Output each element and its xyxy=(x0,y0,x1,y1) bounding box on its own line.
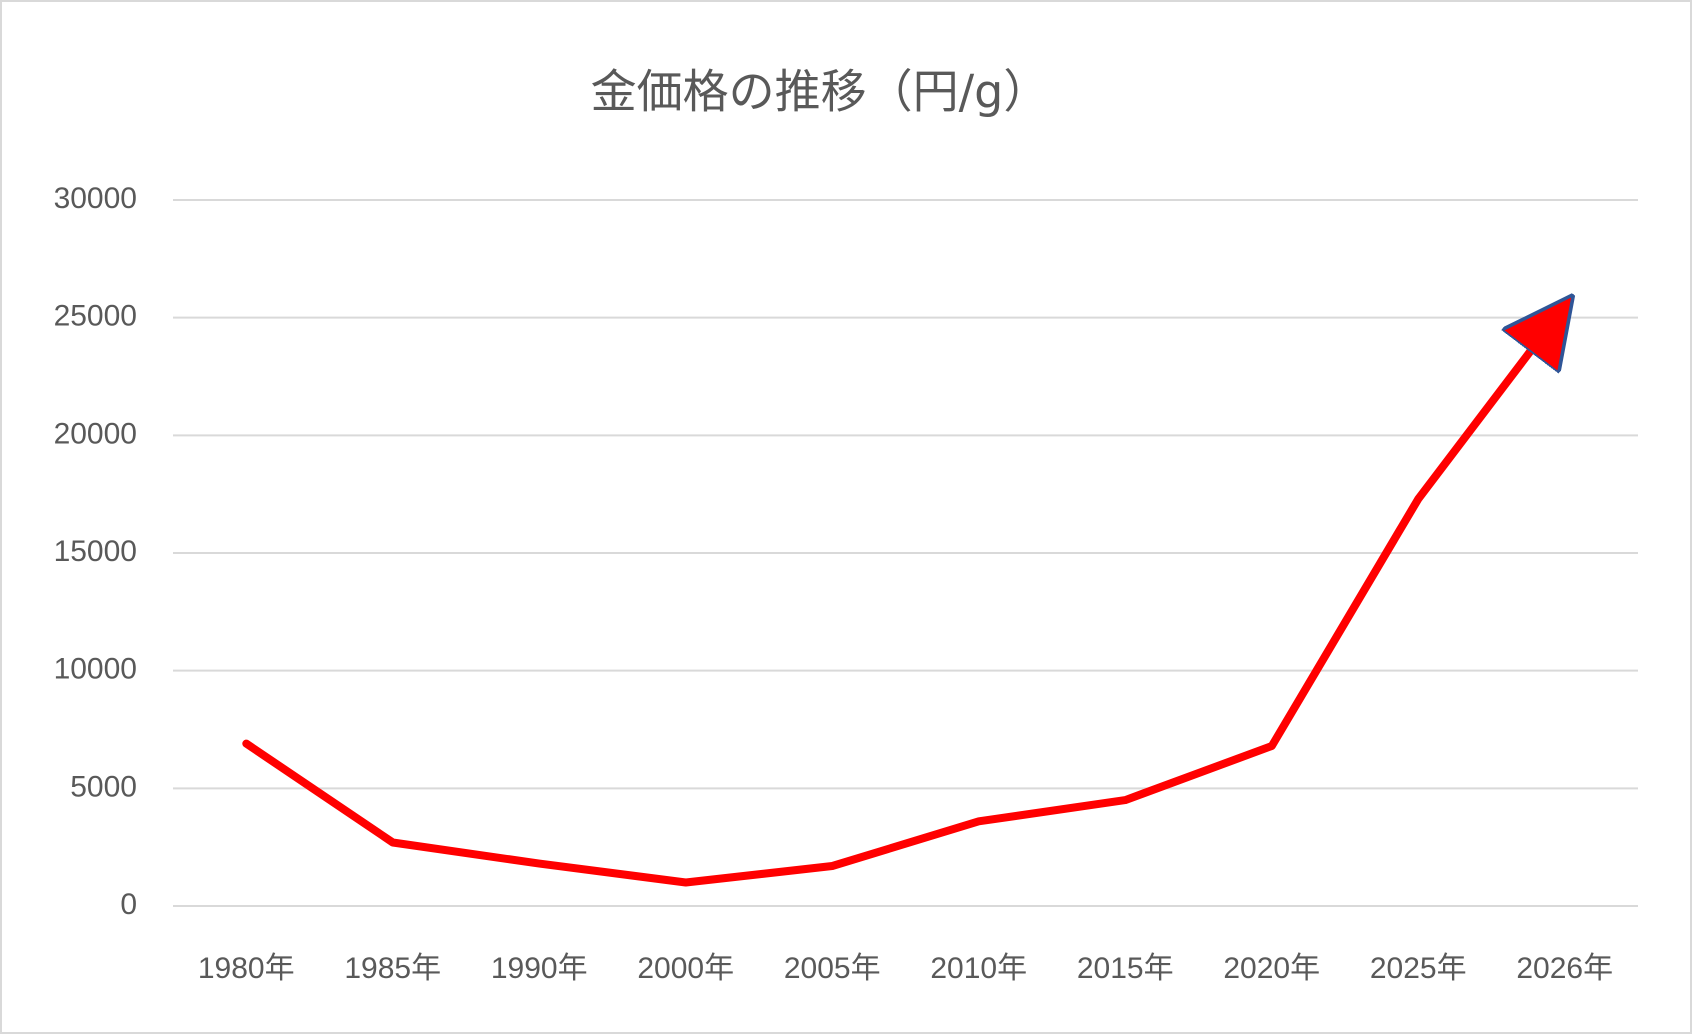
y-tick-label: 20000 xyxy=(54,417,137,450)
x-tick-label: 2020年 xyxy=(1223,952,1320,985)
y-tick-label: 10000 xyxy=(54,653,137,686)
x-tick-label: 2026年 xyxy=(1516,952,1613,985)
x-tick-label: 2015年 xyxy=(1077,952,1174,985)
x-tick-label: 1985年 xyxy=(344,952,441,985)
y-tick-label: 30000 xyxy=(54,182,137,215)
x-tick-label: 1990年 xyxy=(491,952,588,985)
y-tick-label: 25000 xyxy=(54,300,137,333)
x-tick-label: 2000年 xyxy=(637,952,734,985)
x-tick-label: 2005年 xyxy=(784,952,881,985)
x-tick-label: 2025年 xyxy=(1370,952,1467,985)
x-tick-label: 1980年 xyxy=(198,952,295,985)
x-tick-label: 2010年 xyxy=(930,952,1027,985)
data-line xyxy=(242,306,1565,887)
y-tick-label: 0 xyxy=(120,888,137,921)
chart-title: 金価格の推移（円/g） xyxy=(591,65,1050,119)
y-tick-label: 15000 xyxy=(54,535,137,568)
y-tick-label: 5000 xyxy=(70,770,137,803)
